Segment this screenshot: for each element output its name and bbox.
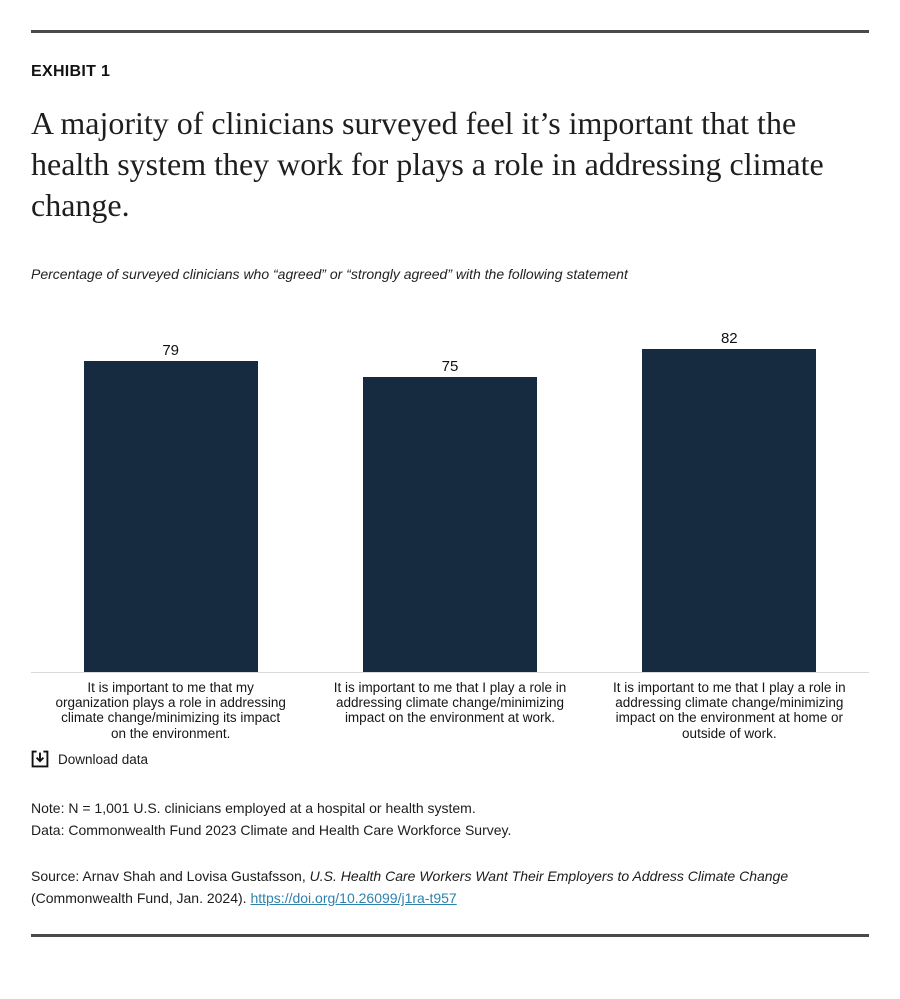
note-line: Data: Commonwealth Fund 2023 Climate and… xyxy=(31,822,512,838)
download-data-button[interactable]: Download data xyxy=(31,750,148,768)
bar-chart-plot: 79 75 82 xyxy=(31,330,869,673)
category-label: It is important to me that I play a role… xyxy=(613,680,846,741)
bar-value-label: 75 xyxy=(441,358,459,375)
x-axis-baseline xyxy=(31,672,869,673)
bar-column: 82 xyxy=(590,330,869,673)
bar-column: 75 xyxy=(310,330,589,673)
note-line: Note: N = 1,001 U.S. clinicians employed… xyxy=(31,800,476,816)
category-labels-row: It is important to me that my organizati… xyxy=(31,680,869,741)
source-suffix: (Commonwealth Fund, Jan. 2024). xyxy=(31,890,251,906)
category-label: It is important to me that my organizati… xyxy=(55,680,286,741)
bar xyxy=(362,377,537,673)
category-label: It is important to me that I play a role… xyxy=(333,680,567,726)
exhibit-label: EXHIBIT 1 xyxy=(31,63,111,80)
doi-link[interactable]: https://doi.org/10.26099/j1ra-t957 xyxy=(250,890,457,906)
bar-value-label: 79 xyxy=(162,342,179,359)
bar xyxy=(83,361,258,673)
source-prefix: Source: Arnav Shah and Lovisa Gustafsson… xyxy=(31,868,310,884)
bar-value-label: 82 xyxy=(720,330,738,347)
source-citation: Source: Arnav Shah and Lovisa Gustafsson… xyxy=(31,865,871,909)
notes: Note: N = 1,001 U.S. clinicians employed… xyxy=(31,797,861,841)
download-tray-icon xyxy=(31,750,49,768)
chart-title: A majority of clinicians surveyed feel i… xyxy=(31,105,824,223)
download-data-label: Download data xyxy=(58,751,149,767)
source-report-title: U.S. Health Care Workers Want Their Empl… xyxy=(309,868,789,884)
bottom-rule xyxy=(31,934,869,937)
bar xyxy=(642,349,817,673)
top-rule xyxy=(31,30,869,33)
chart-subtitle: Percentage of surveyed clinicians who “a… xyxy=(31,266,628,282)
bar-column: 79 xyxy=(31,330,310,673)
